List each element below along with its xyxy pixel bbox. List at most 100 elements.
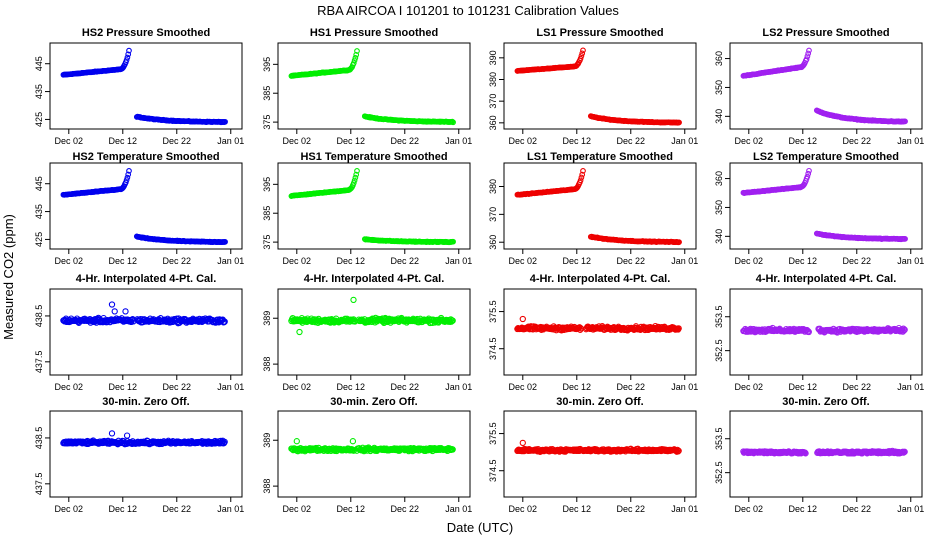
data-point	[801, 449, 809, 456]
data-point	[221, 318, 228, 325]
x-tick-label: Dec 12	[789, 504, 818, 514]
data-point	[577, 177, 584, 184]
x-tick-label: Dec 12	[337, 256, 366, 266]
y-tick-label: 350	[714, 80, 724, 95]
data-point	[803, 56, 810, 63]
panel-title: 30-min. Zero Off.	[556, 396, 643, 408]
x-tick-label: Dec 02	[509, 136, 538, 146]
panel-3-1: 30-min. Zero Off. Dec 02 Dec 12 Dec 22 Jan 0…	[262, 396, 472, 514]
x-tick-label: Dec 12	[109, 256, 138, 266]
y-tick-label: 425	[34, 232, 44, 247]
panel-title: 30-min. Zero Off.	[102, 396, 189, 408]
panel-title: 4-Hr. Interpolated 4-Pt. Cal.	[530, 273, 671, 285]
x-tick-label: Dec 22	[617, 136, 646, 146]
panel-0-0: HS2 Pressure Smoothed Dec 02 Dec 12 Dec 22 J…	[34, 27, 244, 146]
data-point	[126, 168, 132, 174]
y-tick-label: 438.5	[34, 427, 44, 450]
data-point	[576, 324, 583, 331]
panel-frame	[49, 162, 243, 250]
data-point	[578, 174, 585, 181]
panel-2-3: 4-Hr. Interpolated 4-Pt. Cal. Dec 02 Dec 1…	[714, 273, 924, 392]
y-tick-label: 385	[262, 86, 272, 101]
data-point	[899, 328, 906, 335]
y-tick-label: 375	[262, 115, 272, 130]
data-point	[805, 50, 812, 57]
x-tick-label: Jan 01	[671, 256, 698, 266]
data-point	[579, 171, 586, 178]
panel-title: LS1 Pressure Smoothed	[536, 27, 663, 39]
x-tick-label: Dec 22	[391, 136, 420, 146]
data-point	[675, 325, 682, 332]
x-tick-label: Dec 02	[55, 136, 84, 146]
x-tick-label: Dec 22	[843, 136, 872, 146]
y-tick-label: 438.5	[34, 305, 44, 328]
x-tick-label: Jan 01	[217, 382, 244, 392]
panel-frame	[277, 162, 471, 250]
panel-frame	[277, 410, 471, 498]
panel-grid: HS2 Pressure Smoothed Dec 02 Dec 12 Dec 22 J…	[34, 27, 924, 514]
y-tick-label: 353.5	[714, 305, 724, 328]
data-point	[350, 60, 357, 66]
data-point	[350, 180, 357, 186]
y-tick-label: 340	[714, 229, 724, 244]
x-tick-label: Jan 01	[897, 256, 924, 266]
y-axis-label: Measured CO2 (ppm)	[1, 214, 16, 340]
y-tick-label: 360	[714, 171, 724, 186]
data-point	[450, 238, 456, 245]
data-point	[804, 53, 811, 60]
x-tick-label: Dec 22	[843, 382, 872, 392]
data-point	[352, 174, 359, 181]
panel-frame	[503, 410, 697, 498]
x-tick-label: Jan 01	[897, 382, 924, 392]
x-tick-label: Dec 12	[109, 382, 138, 392]
x-tick-label: Jan 01	[671, 136, 698, 146]
data-point	[108, 301, 116, 308]
x-tick-label: Jan 01	[671, 382, 698, 392]
y-tick-label: 352.5	[714, 461, 724, 484]
data-point	[676, 119, 682, 126]
y-tick-label: 375.5	[488, 300, 498, 323]
panel-frame	[277, 288, 471, 376]
x-tick-label: Dec 22	[617, 504, 646, 514]
x-tick-label: Jan 01	[445, 256, 472, 266]
data-point	[902, 236, 908, 242]
data-point	[125, 171, 132, 178]
data-point	[123, 432, 131, 439]
y-tick-label: 445	[34, 176, 44, 191]
panel-frame	[729, 162, 923, 250]
x-tick-label: Jan 01	[445, 504, 472, 514]
data-point	[111, 308, 118, 315]
y-tick-label: 437.5	[34, 473, 44, 496]
x-tick-label: Dec 12	[563, 504, 592, 514]
y-tick-label: 380	[488, 179, 498, 194]
x-tick-label: Dec 02	[509, 256, 538, 266]
data-point	[353, 171, 360, 178]
y-tick-label: 353.5	[714, 427, 724, 450]
y-tick-label: 435	[34, 84, 44, 99]
panel-frame	[503, 162, 697, 250]
x-tick-label: Dec 12	[789, 256, 818, 266]
data-point	[126, 47, 132, 54]
data-point	[354, 168, 360, 174]
data-point	[449, 317, 456, 324]
x-tick-label: Dec 02	[735, 382, 764, 392]
panel-0-2: LS1 Pressure Smoothed Dec 02 Dec 12 Dec 22 J…	[488, 27, 698, 146]
panel-title: HS1 Pressure Smoothed	[310, 27, 438, 39]
y-tick-label: 445	[34, 56, 44, 71]
x-tick-label: Jan 01	[897, 136, 924, 146]
panel-2-1: 4-Hr. Interpolated 4-Pt. Cal. Dec 02 Dec 1…	[262, 273, 472, 392]
data-point	[519, 439, 526, 447]
panel-title: LS2 Pressure Smoothed	[762, 27, 889, 39]
x-tick-label: Dec 12	[337, 504, 366, 514]
x-tick-label: Dec 12	[789, 136, 818, 146]
y-tick-label: 374.5	[488, 337, 498, 360]
y-tick-label: 374.5	[488, 459, 498, 482]
panel-title: 4-Hr. Interpolated 4-Pt. Cal.	[756, 273, 897, 285]
data-point	[676, 239, 682, 245]
x-tick-label: Dec 22	[617, 382, 646, 392]
panel-frame	[729, 42, 923, 130]
panel-title: HS1 Temperature Smoothed	[300, 151, 447, 163]
data-point	[578, 53, 585, 59]
x-tick-label: Dec 22	[843, 256, 872, 266]
x-tick-label: Dec 02	[509, 382, 538, 392]
